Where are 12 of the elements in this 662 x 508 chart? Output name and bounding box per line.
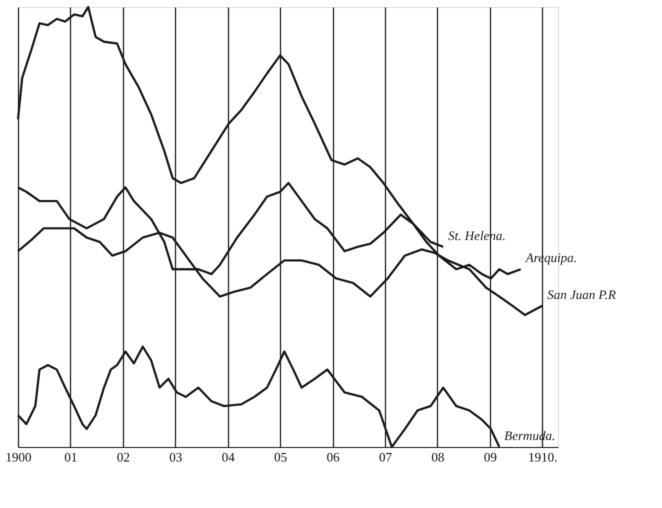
x-tick-label: 05 bbox=[274, 450, 288, 464]
x-tick-label: 1910. bbox=[528, 450, 558, 464]
x-tick-label: 07 bbox=[378, 450, 392, 464]
x-tick-label: 01 bbox=[64, 450, 78, 464]
x-tick-label: 09 bbox=[484, 450, 497, 464]
x-tick-label: 02 bbox=[116, 450, 130, 464]
series-label: San Juan P.R bbox=[547, 286, 616, 302]
x-tick-label: 06 bbox=[326, 450, 340, 464]
x-tick-label: 08 bbox=[431, 450, 444, 464]
x-tick-label: 1900 bbox=[6, 450, 32, 464]
x-tick-label: 03 bbox=[169, 450, 182, 464]
x-tick-label: 04 bbox=[222, 450, 236, 464]
